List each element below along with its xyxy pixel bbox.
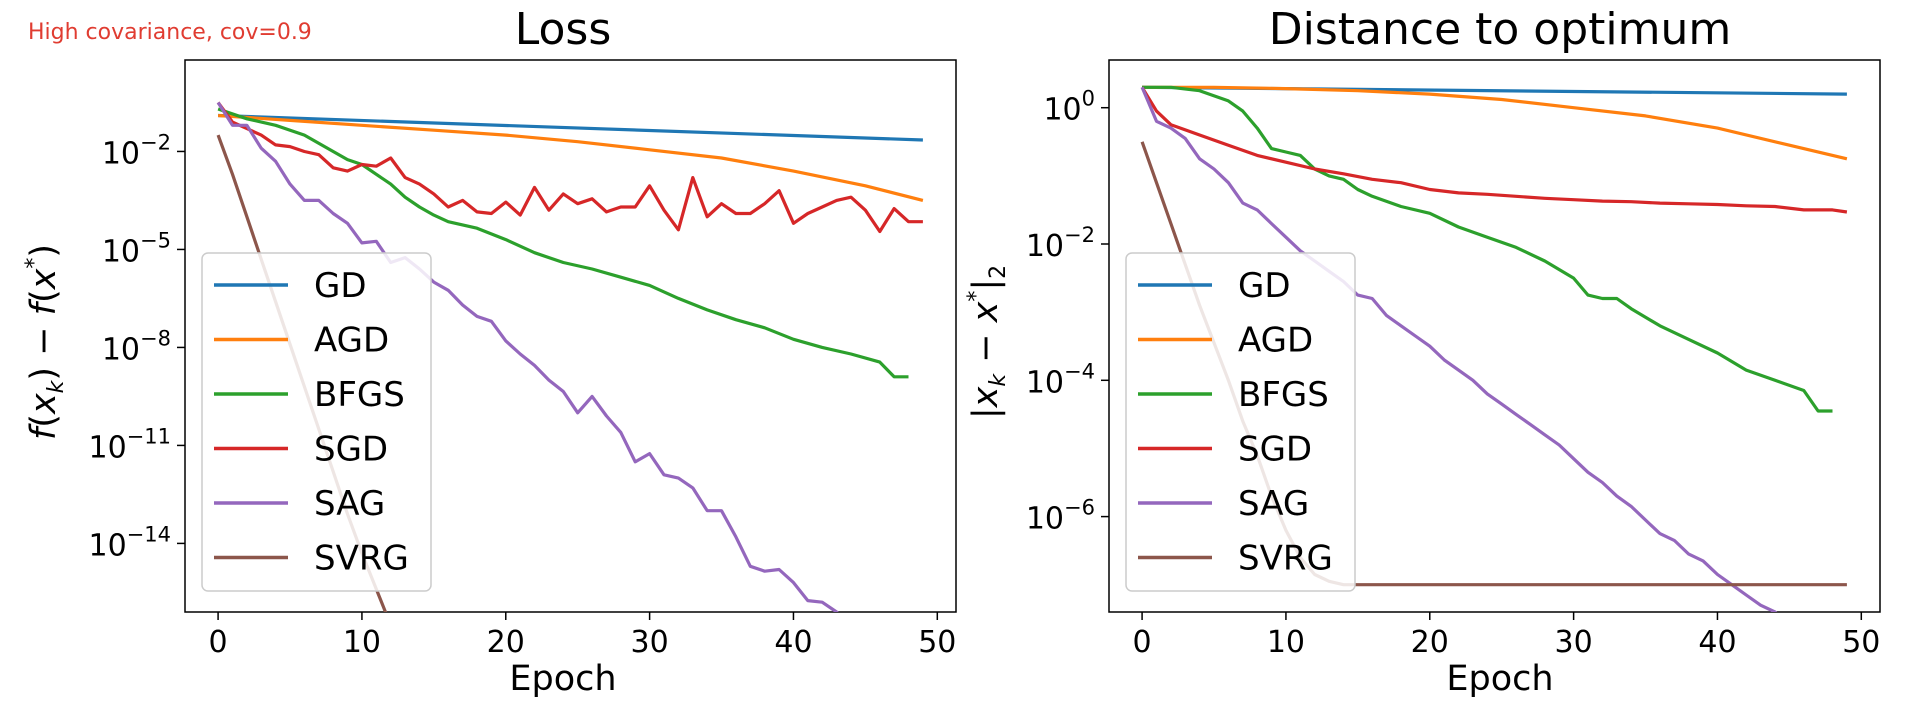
- loss-xlabel: Epoch: [509, 659, 616, 699]
- loss-ytick-label: 10−2: [102, 130, 171, 171]
- loss-plot-frame: [184, 59, 957, 613]
- loss-ytick-label: 10−8: [102, 326, 171, 367]
- loss-legend: GD AGD BFGS SGD SAG SVRG: [201, 252, 432, 592]
- annotation-text: High covariance, cov=0.9: [28, 20, 312, 45]
- loss-panel: Loss Epoch f(xk) − f(x*) 0 10 20 30 40 50 10−2…: [22, 4, 957, 699]
- distance-legend-label-svrg: SVRG: [1238, 539, 1333, 579]
- distance-panel: Distance to optimum Epoch |xk − x*|2 0 10…: [964, 4, 1881, 699]
- distance-legend-box: [1125, 252, 1356, 592]
- loss-legend-label-gd: GD: [314, 266, 367, 306]
- loss-series-sgd: [216, 101, 923, 234]
- distance-series-bfgs: [1142, 85, 1833, 413]
- loss-legend-label-bfgs: BFGS: [314, 375, 405, 415]
- loss-xtick-label: 50: [918, 625, 956, 660]
- distance-series-agd: [1142, 85, 1848, 161]
- distance-legend-label-sgd: SGD: [1238, 430, 1312, 470]
- loss-series-bfgs: [217, 107, 909, 379]
- loss-ytick-label: 10−11: [88, 424, 171, 465]
- distance-ytick-label: 10−2: [1026, 223, 1095, 264]
- distance-xlabel: Epoch: [1446, 659, 1553, 699]
- distance-xtick-label: 30: [1555, 625, 1593, 660]
- distance-xtick-label: 10: [1267, 625, 1305, 660]
- distance-series-sgd: [1140, 86, 1848, 214]
- loss-legend-label-sag: SAG: [314, 484, 385, 524]
- distance-xtick-label: 40: [1698, 625, 1736, 660]
- distance-title: Distance to optimum: [1269, 4, 1731, 55]
- distance-legend: GD AGD BFGS SGD SAG SVRG: [1125, 252, 1356, 592]
- loss-series-agd: [217, 113, 924, 202]
- loss-legend-box: [201, 252, 432, 592]
- loss-ylabel: f(xk) − f(x*): [22, 244, 69, 440]
- distance-xtick-label: 50: [1842, 625, 1880, 660]
- loss-legend-label-svrg: SVRG: [314, 539, 409, 579]
- distance-legend-label-gd: GD: [1238, 266, 1291, 306]
- loss-title: Loss: [515, 4, 612, 55]
- distance-plot-frame: [1108, 59, 1881, 613]
- loss-xtick-label: 10: [343, 625, 381, 660]
- distance-ytick-label: 10−6: [1026, 496, 1095, 537]
- distance-xtick-label: 20: [1411, 625, 1449, 660]
- loss-xtick-label: 40: [774, 625, 812, 660]
- distance-ytick-label: 10−4: [1026, 359, 1095, 400]
- loss-xtick-label: 30: [631, 625, 669, 660]
- distance-ytick-label: 100: [1043, 87, 1095, 128]
- loss-series-sag: [216, 101, 839, 612]
- loss-series-gd: [218, 113, 923, 142]
- loss-ytick-label: 10−14: [88, 522, 171, 563]
- distance-legend-label-bfgs: BFGS: [1238, 375, 1329, 415]
- loss-xtick-label: 0: [209, 625, 228, 660]
- distance-ylabel: |xk − x*|2: [964, 265, 1011, 419]
- distance-legend-label-sag: SAG: [1238, 484, 1309, 524]
- distance-series-sag: [1140, 86, 1778, 612]
- distance-legend-label-agd: AGD: [1238, 321, 1313, 361]
- loss-xtick-label: 20: [487, 625, 525, 660]
- loss-legend-label-sgd: SGD: [314, 430, 388, 470]
- loss-ytick-label: 10−5: [102, 228, 171, 269]
- loss-legend-label-agd: AGD: [314, 321, 389, 361]
- distance-xtick-label: 0: [1133, 625, 1152, 660]
